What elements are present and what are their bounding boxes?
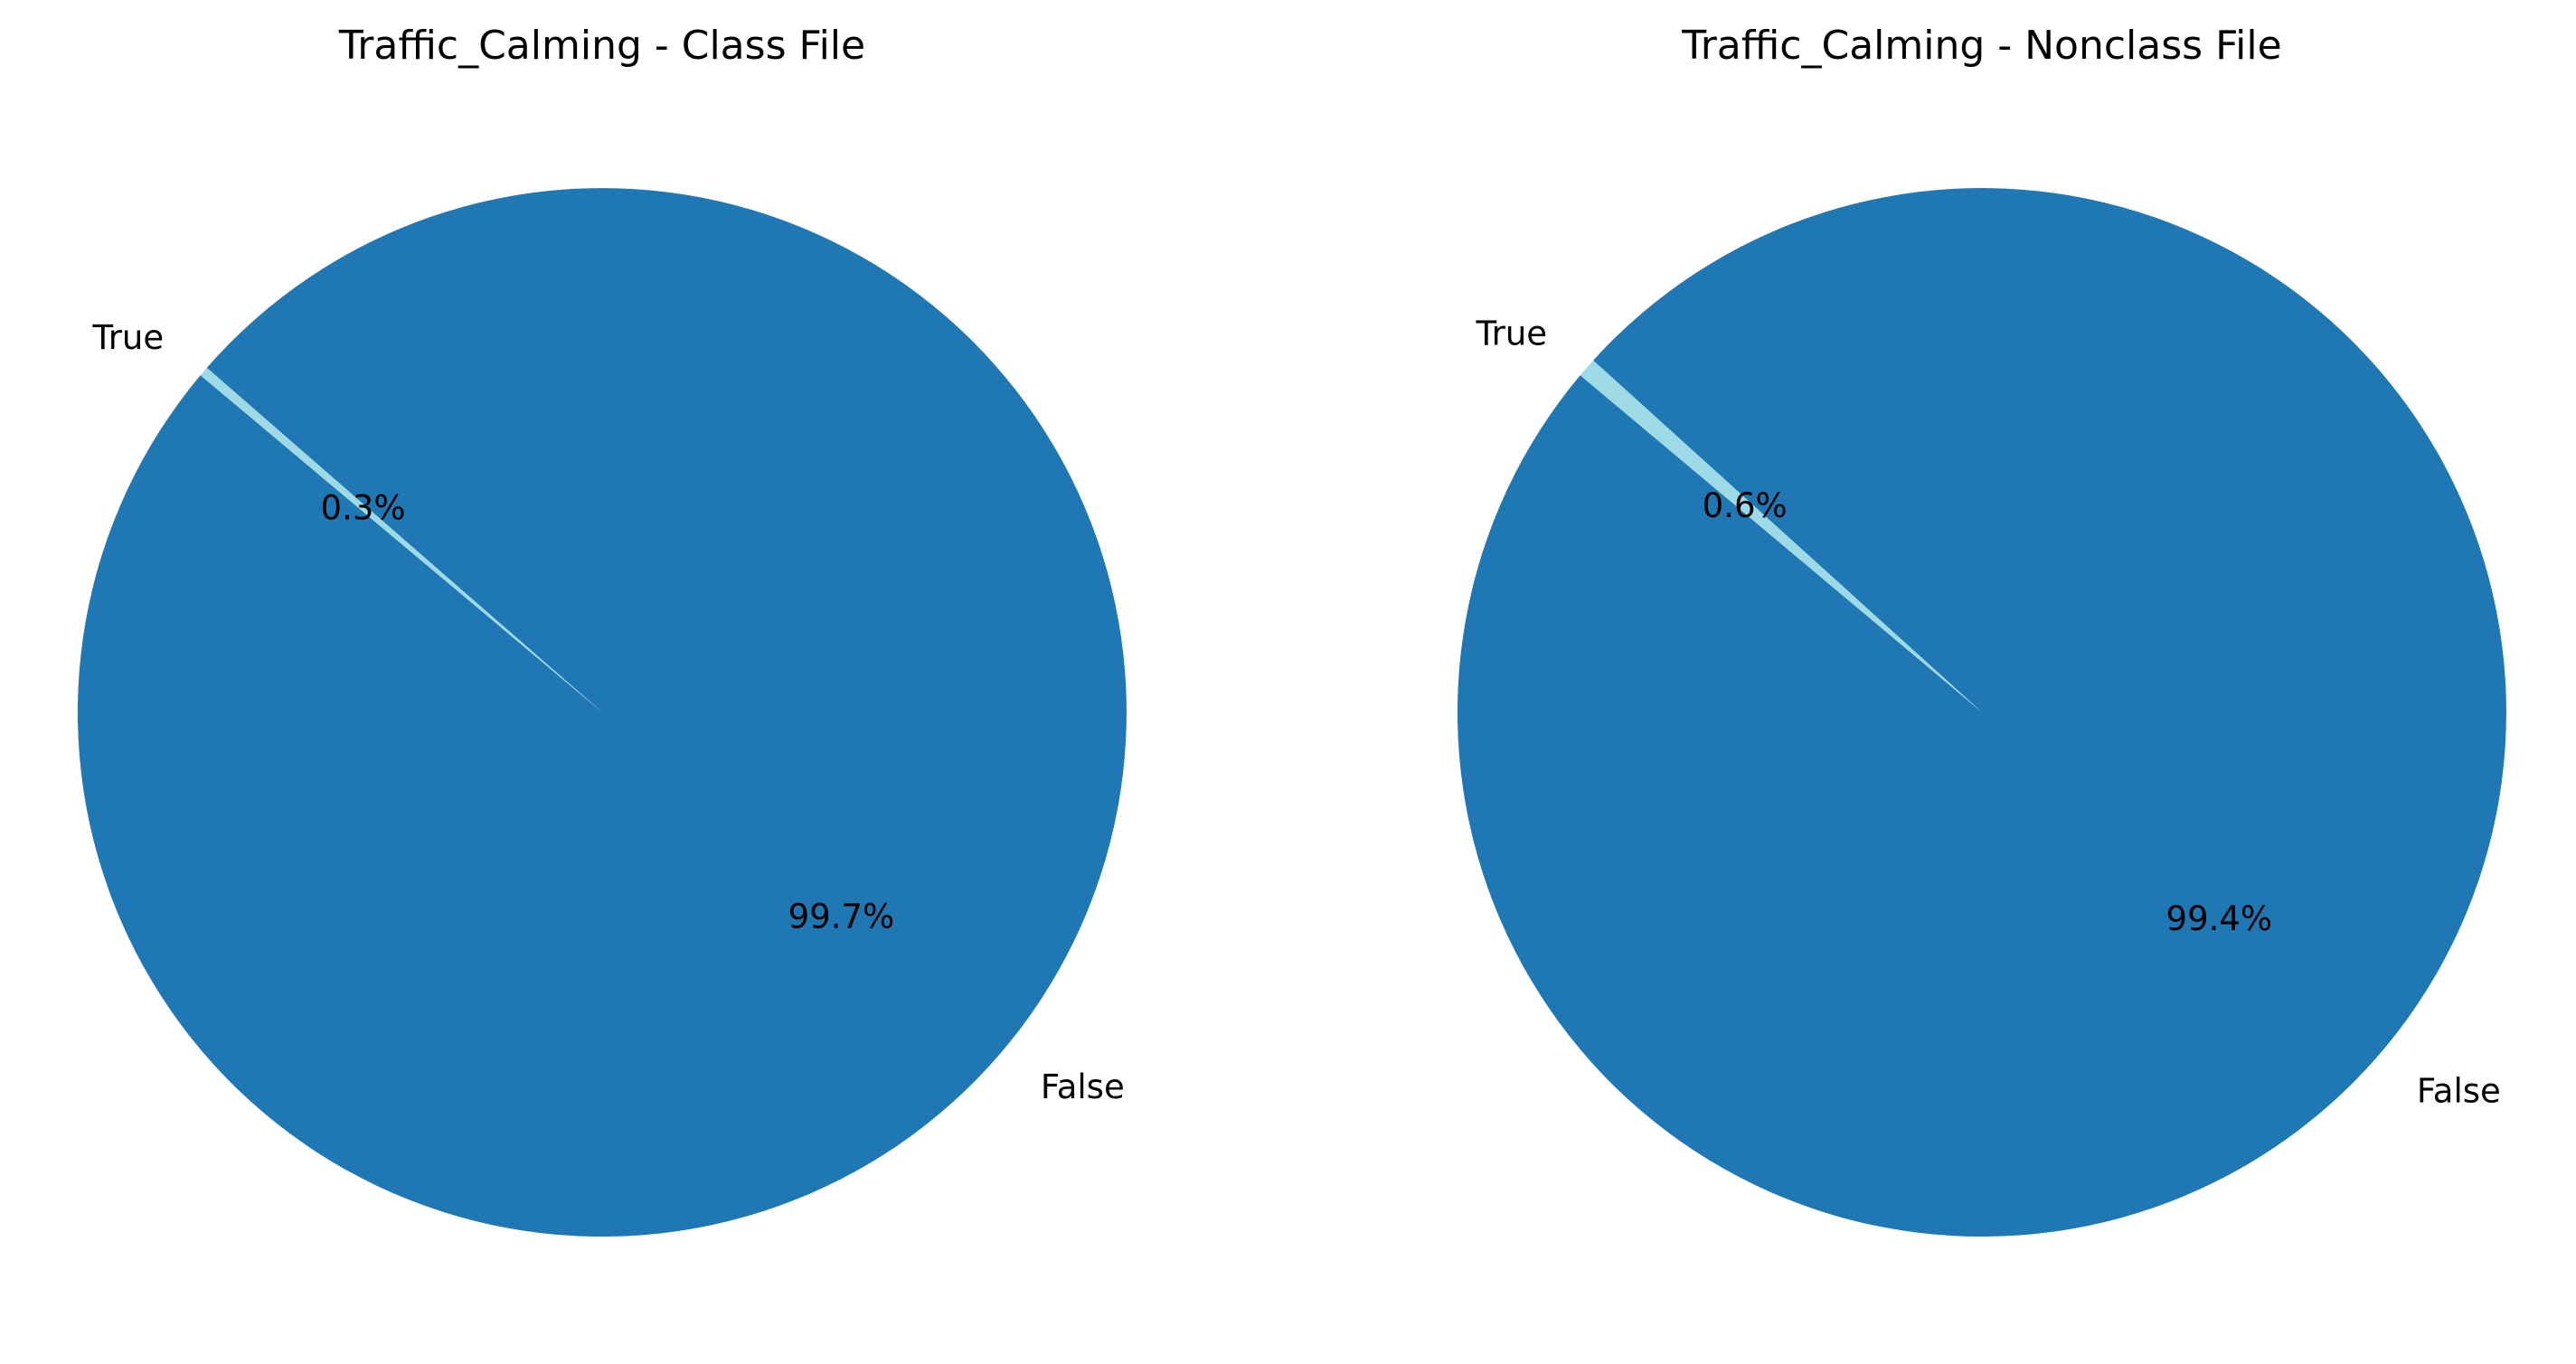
pie-chart-nonclass-file: Traffic_Calming - Nonclass File False 99.… [1457,23,2506,1237]
percent-label-true: 0.3% [321,488,406,527]
slice-label-false: False [2417,1072,2501,1111]
pie-chart-class-file: Traffic_Calming - Class File False 99.7% T… [77,23,1127,1237]
pie-slice-false [1457,188,2506,1237]
slice-label-false: False [1041,1068,1125,1106]
slice-label-true: True [92,318,165,357]
percent-label-true: 0.6% [1703,486,1788,525]
chart-title: Traffic_Calming - Nonclass File [1681,23,2281,69]
percent-label-false: 99.7% [788,898,895,936]
chart-title: Traffic_Calming - Class File [338,23,865,69]
pie-slice-false [77,188,1127,1237]
slice-label-true: True [1475,314,1547,353]
percent-label-false: 99.4% [2166,899,2273,938]
pie-slice-true [200,367,602,712]
pie-slice-true [1580,360,1982,712]
